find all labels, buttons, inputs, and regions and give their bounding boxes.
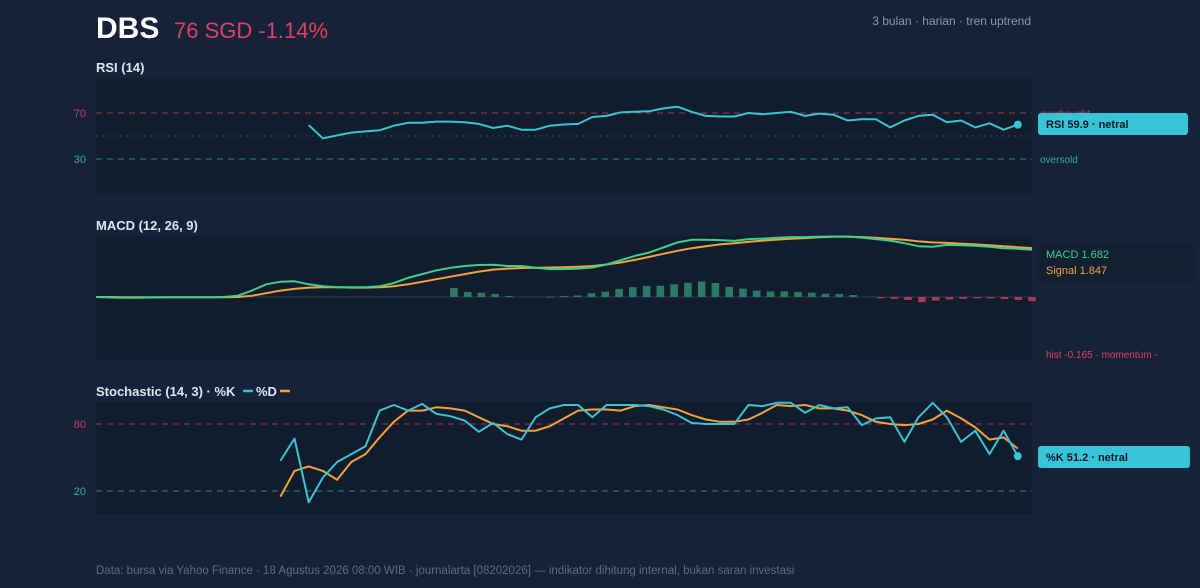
macd-hist-bar — [752, 290, 761, 297]
stoch-tick-80: 80 — [74, 419, 86, 431]
macd-hist-bar — [491, 294, 499, 297]
macd-hist-bar — [450, 287, 458, 297]
stoch-last-point — [1013, 452, 1022, 461]
macd-title: MACD (12, 26, 9) — [96, 218, 198, 233]
chart-meta: 3 bulan · harian · tren uptrend — [872, 14, 1031, 28]
rsi-line — [308, 105, 1019, 140]
macd-hist-bar — [670, 284, 678, 297]
stoch-callout-text: %K 51.2 · netral — [1046, 452, 1128, 464]
macd-hist-bar — [780, 291, 789, 297]
macd-hist-bar — [918, 297, 926, 303]
macd-hist-bar — [615, 288, 623, 297]
stoch-panel — [96, 402, 1032, 514]
signal-readout: Signal 1.847 — [1046, 265, 1107, 277]
macd-hist-bar — [656, 285, 665, 297]
rsi-last-point — [1013, 120, 1022, 129]
macd-hist-bar — [1028, 297, 1036, 302]
rsi-title: RSI (14) — [96, 60, 144, 75]
rsi-oversold-label: oversold — [1040, 155, 1078, 166]
macd-hist-bar — [711, 283, 720, 297]
rsi-tick-70: 70 — [74, 108, 86, 120]
macd-hist-bar — [697, 281, 706, 297]
macd-readout-box — [1038, 243, 1194, 283]
stoch-callout-box — [1038, 446, 1190, 468]
macd-line — [95, 235, 1033, 299]
macd-hist-bar — [546, 296, 555, 298]
macd-hist-bar — [587, 293, 596, 297]
rsi-tick-30: 30 — [74, 154, 86, 166]
macd-readout: MACD 1.682 — [1046, 249, 1109, 261]
macd-hist-bar — [1014, 297, 1023, 300]
macd-panel — [96, 236, 1032, 360]
macd-hist-bar — [959, 297, 967, 299]
macd-hist-bar — [505, 296, 513, 297]
macd-hist-bar — [794, 291, 802, 297]
stoch-title: Stochastic (14, 3) · %K — [96, 384, 236, 399]
macd-hist-bar — [684, 282, 692, 297]
macd-hist-bar — [1000, 297, 1009, 299]
stoch-tick-20: 20 — [74, 486, 86, 498]
price-change: 76 SGD -1.14% — [174, 18, 328, 43]
hist-readout: hist -0.165 · momentum - — [1046, 350, 1158, 361]
macd-hist-bar — [601, 291, 610, 297]
macd-hist-bar — [725, 286, 733, 297]
macd-hist-bar — [766, 291, 775, 297]
rsi-callout-box — [1038, 113, 1188, 135]
rsi-callout-text: RSI 59.9 · netral — [1046, 119, 1129, 131]
ticker-symbol: DBS — [96, 12, 159, 45]
macd-hist-bar — [739, 288, 747, 297]
stoch-k-line — [279, 401, 1019, 504]
footer-source: Data: bursa via Yahoo Finance · 18 Agust… — [96, 565, 794, 577]
macd-hist-bar — [890, 297, 899, 299]
macd-hist-bar — [835, 294, 844, 297]
macd-hist-bar — [876, 297, 885, 299]
macd-hist-bar — [629, 287, 637, 297]
macd-hist-bar — [973, 297, 981, 299]
macd-hist-bar — [821, 293, 830, 297]
macd-hist-bar — [931, 297, 940, 301]
macd-hist-bar — [904, 297, 912, 300]
macd-hist-bar — [945, 297, 954, 300]
macd-hist-bar — [574, 295, 582, 297]
macd-hist-bar — [986, 297, 995, 299]
macd-hist-bar — [808, 292, 816, 297]
macd-hist-bar — [477, 292, 486, 297]
macd-hist-bar — [560, 296, 568, 297]
macd-hist-bar — [463, 291, 472, 297]
macd-histogram — [450, 281, 1036, 303]
signal-line — [96, 235, 1033, 299]
macd-hist-bar — [642, 285, 651, 297]
stoch-d-legend: %D — [256, 384, 277, 399]
macd-hist-bar — [849, 295, 857, 297]
